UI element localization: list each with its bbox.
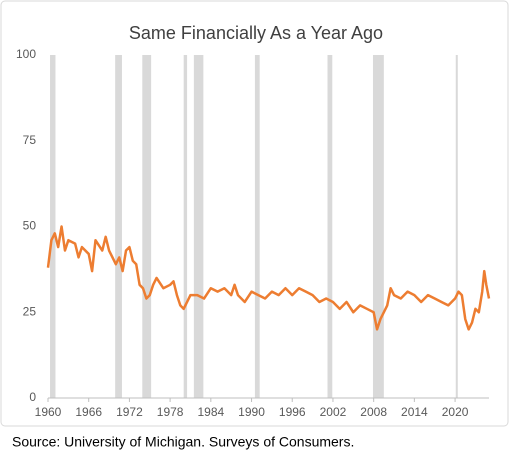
chart-title: Same Financially As a Year Ago xyxy=(129,23,383,43)
recession-band xyxy=(115,55,122,398)
chart-border xyxy=(0,0,509,427)
x-tick-label: 1972 xyxy=(116,405,143,419)
x-tick-label: 1996 xyxy=(279,405,306,419)
x-tick-label: 1978 xyxy=(157,405,184,419)
recession-band xyxy=(327,55,333,398)
y-tick-label: 25 xyxy=(23,304,37,318)
y-tick-label: 100 xyxy=(16,47,36,61)
recession-band xyxy=(372,55,384,398)
recession-band xyxy=(455,55,458,398)
x-tick-label: 1966 xyxy=(75,405,102,419)
y-tick-label: 75 xyxy=(23,133,37,147)
y-tick-label: 0 xyxy=(29,390,36,404)
recession-band xyxy=(50,55,56,398)
source: Source: University of Michigan. Surveys … xyxy=(12,434,354,450)
x-tick-label: 1960 xyxy=(35,405,62,419)
recession-band xyxy=(142,55,152,398)
data-line xyxy=(46,225,491,331)
x-tick-label: 1984 xyxy=(197,405,224,419)
y-tick-label: 50 xyxy=(23,219,37,233)
x-tick-label: 2020 xyxy=(442,405,469,419)
recession-band xyxy=(193,55,204,398)
x-tick-label: 2014 xyxy=(401,405,428,419)
x-tick-label: 2008 xyxy=(360,405,387,419)
x-tick-label: 2002 xyxy=(320,405,347,419)
recession-band xyxy=(254,55,260,398)
x-tick-label: 1990 xyxy=(238,405,265,419)
recession-band xyxy=(183,55,188,398)
